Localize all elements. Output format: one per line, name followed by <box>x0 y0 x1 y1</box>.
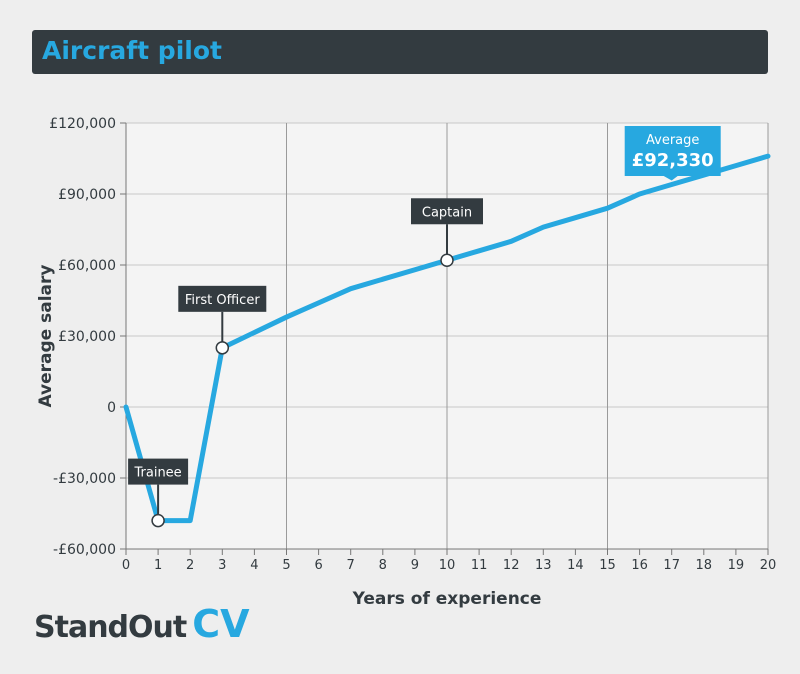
page-title: Aircraft pilot <box>42 36 222 65</box>
x-tick-label: 3 <box>218 558 226 573</box>
x-tick-label: 13 <box>535 558 552 573</box>
milestone-marker <box>215 341 230 355</box>
x-tick-label: 11 <box>471 558 488 573</box>
y-tick-label: £120,000 <box>49 116 116 132</box>
milestone-marker <box>440 253 454 268</box>
x-tick-label: 2 <box>186 558 194 573</box>
average-box <box>624 126 721 176</box>
x-tick-label: 1 <box>154 558 162 573</box>
x-tick-label: 9 <box>411 558 419 573</box>
x-tick-label: 17 <box>663 558 680 573</box>
callout-box <box>128 458 189 485</box>
callout-box <box>178 285 267 312</box>
y-tick-label: -£30,000 <box>53 471 116 487</box>
x-tick-label: 6 <box>314 558 322 573</box>
x-tick-label: 12 <box>503 558 520 573</box>
x-tick-label: 7 <box>347 558 355 573</box>
x-tick-label: 10 <box>439 558 456 573</box>
callout-label: First Officer <box>185 293 260 308</box>
y-tick-label: £30,000 <box>58 329 116 345</box>
x-tick-label: 8 <box>379 558 387 573</box>
y-tick-label: £60,000 <box>58 258 116 274</box>
x-tick-label: 4 <box>250 558 258 573</box>
average-label: Average <box>646 133 699 148</box>
x-tick-label: 5 <box>282 558 290 573</box>
callout-box <box>411 198 483 225</box>
y-axis-title: Average salary <box>36 265 56 408</box>
x-tick-label: 15 <box>599 558 616 573</box>
callout-label: Captain <box>422 205 472 220</box>
brand-name-part2: CV <box>192 602 250 646</box>
title-bar: Aircraft pilot <box>32 30 768 74</box>
y-tick-label: £90,000 <box>58 187 116 203</box>
milestone-marker <box>151 513 165 528</box>
x-tick-label: 18 <box>696 558 713 573</box>
x-tick-label: 19 <box>728 558 745 573</box>
brand-logo: StandOut CV <box>34 605 250 643</box>
x-axis-title: Years of experience <box>352 589 542 609</box>
x-tick-label: 20 <box>760 558 777 573</box>
y-tick-label: 0 <box>107 400 116 416</box>
brand-name-part1: StandOut <box>34 610 187 645</box>
average-pointer <box>663 176 678 181</box>
callout-label: Trainee <box>133 466 181 481</box>
y-tick-label: -£60,000 <box>53 542 116 558</box>
x-tick-label: 0 <box>122 558 130 573</box>
x-tick-label: 16 <box>631 558 648 573</box>
x-tick-label: 14 <box>567 558 584 573</box>
average-value: £92,330 <box>632 150 714 171</box>
